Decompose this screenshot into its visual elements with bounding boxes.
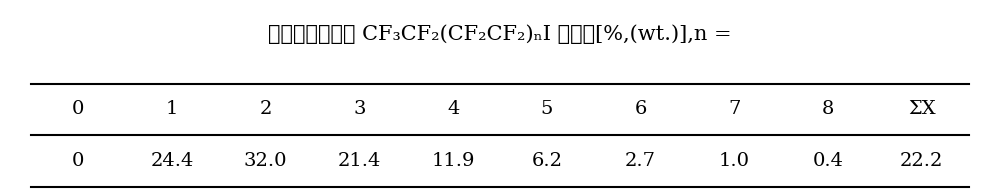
Text: 32.0: 32.0 (244, 152, 287, 170)
Text: 6.2: 6.2 (531, 152, 562, 170)
Text: 4: 4 (447, 100, 459, 118)
Text: 21.4: 21.4 (338, 152, 381, 170)
Text: 1.0: 1.0 (719, 152, 750, 170)
Text: 0.4: 0.4 (813, 152, 844, 170)
Text: ΣX: ΣX (908, 100, 936, 118)
Text: 2: 2 (259, 100, 272, 118)
Text: 5: 5 (541, 100, 553, 118)
Text: 0: 0 (72, 152, 84, 170)
Text: 3: 3 (353, 100, 366, 118)
Text: 全氟烷基碘化物 CF₃CF₂(CF₂CF₂)ₙI 的分布[%,(wt.)],n =: 全氟烷基碘化物 CF₃CF₂(CF₂CF₂)ₙI 的分布[%,(wt.)],n … (268, 24, 732, 44)
Text: 2.7: 2.7 (625, 152, 656, 170)
Text: 11.9: 11.9 (431, 152, 475, 170)
Text: 0: 0 (72, 100, 84, 118)
Text: 24.4: 24.4 (150, 152, 194, 170)
Text: 1: 1 (166, 100, 178, 118)
Text: 8: 8 (822, 100, 834, 118)
Text: 7: 7 (728, 100, 741, 118)
Text: 6: 6 (634, 100, 647, 118)
Text: 22.2: 22.2 (900, 152, 944, 170)
